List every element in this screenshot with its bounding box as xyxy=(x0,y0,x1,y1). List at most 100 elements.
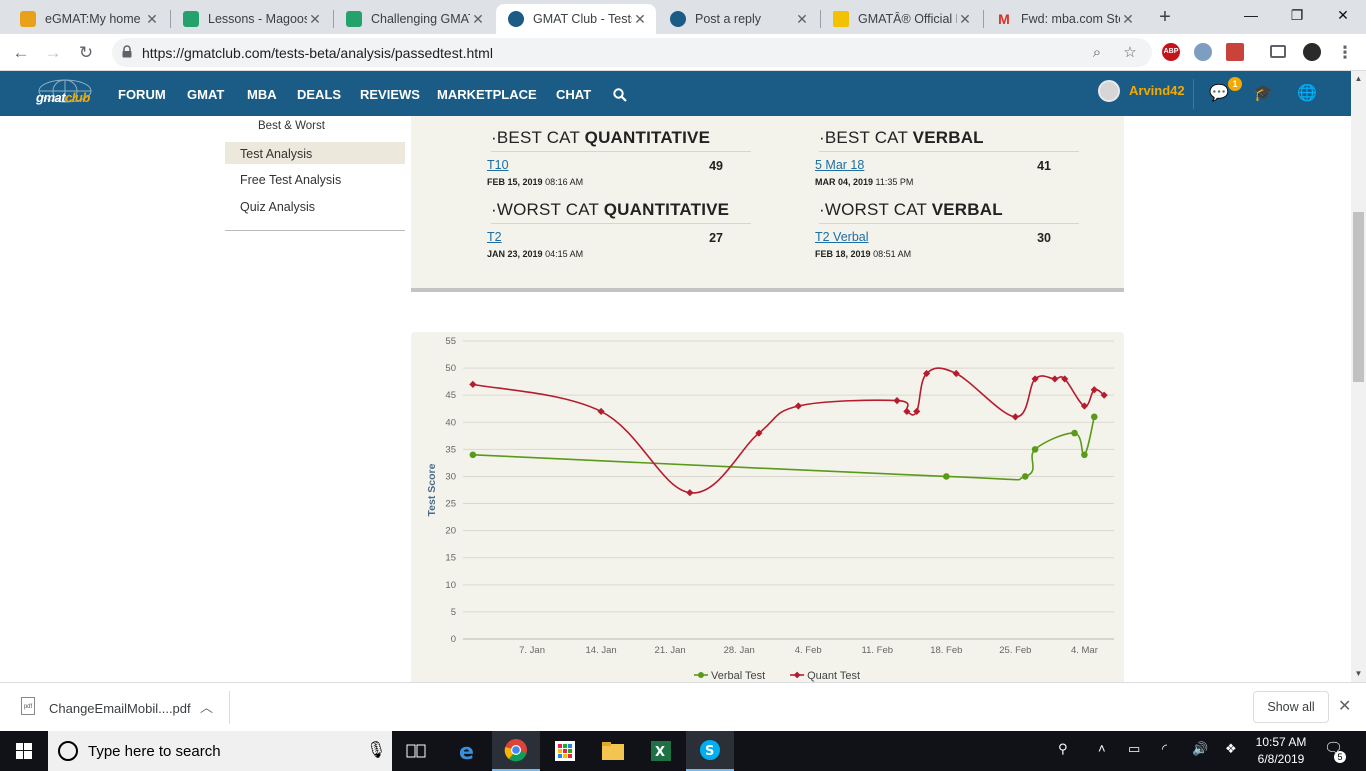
reload-icon[interactable]: ↻ xyxy=(78,43,94,62)
scroll-up-icon[interactable]: ▲ xyxy=(1354,74,1363,83)
adblock-icon[interactable]: ABP xyxy=(1162,43,1180,61)
best-worst-panel: ·BEST CAT QUANTITATIVE T10 49 FEB 15, 20… xyxy=(411,116,1124,292)
test-date: JAN 23, 2019 04:15 AM xyxy=(487,249,584,259)
sidebar-item-test-analysis[interactable]: Test Analysis xyxy=(240,147,313,161)
battery-icon[interactable]: ▭ xyxy=(1128,741,1141,756)
url-text[interactable]: https://gmatclub.com/tests-beta/analysis… xyxy=(142,45,493,61)
edge-icon[interactable]: e xyxy=(444,731,492,771)
gmatclub-logo[interactable] xyxy=(34,77,96,111)
score-line-chart: 0 5 10 15 20 25 30 35 40 45 50 55 7. Jan 14. Jan 21. J… xyxy=(426,336,1114,682)
verbal-test-point xyxy=(1081,451,1088,459)
test-link[interactable]: T10 xyxy=(487,158,509,172)
zoom-icon[interactable]: ⌕ xyxy=(1092,44,1102,61)
close-window-button[interactable]: ✕ xyxy=(1337,7,1349,23)
scroll-down-icon[interactable]: ▼ xyxy=(1354,669,1363,678)
tab-title: GMAT Club - Tests xyxy=(533,12,632,26)
browser-tab[interactable]: GMATÂ® Official P ✕ xyxy=(821,4,981,34)
test-link[interactable]: 5 Mar 18 xyxy=(815,158,865,172)
quant-test-point xyxy=(597,407,605,416)
browser-tab[interactable]: Post a reply ✕ xyxy=(658,4,818,34)
nav-mba[interactable]: MBA xyxy=(247,87,277,102)
volume-icon[interactable]: 🔊 xyxy=(1192,741,1209,756)
chrome-icon[interactable] xyxy=(492,731,540,771)
profile-avatar[interactable] xyxy=(1303,43,1321,61)
forward-icon[interactable]: → xyxy=(44,43,62,62)
extension-icon[interactable] xyxy=(1194,43,1212,61)
globe-icon[interactable]: 🌐 xyxy=(1297,85,1317,102)
cast-icon[interactable] xyxy=(1270,45,1286,58)
scroll-thumb[interactable] xyxy=(1353,212,1364,382)
legend-item-quant-test[interactable]: Quant Test xyxy=(807,670,860,682)
chevron-up-icon[interactable]: ︿ xyxy=(200,700,214,715)
nav-gmat[interactable]: GMAT xyxy=(187,87,225,102)
nav-divider xyxy=(1193,79,1194,109)
nav-reviews[interactable]: REVIEWS xyxy=(360,87,420,102)
address-bar[interactable]: https://gmatclub.com/tests-beta/analysis… xyxy=(112,38,1152,67)
test-link[interactable]: T2 xyxy=(487,230,502,244)
username[interactable]: Arvind42 xyxy=(1129,83,1185,98)
quant-test-point xyxy=(1011,413,1019,421)
sidebar-item-best-worst[interactable]: Best & Worst xyxy=(258,120,325,132)
close-tab-icon[interactable]: ✕ xyxy=(796,10,808,27)
page-scrollbar[interactable]: ▲ ▼ xyxy=(1351,71,1366,682)
browser-tab[interactable]: eGMAT:My home ✕ xyxy=(8,4,168,34)
minimize-button[interactable]: — xyxy=(1244,7,1258,23)
y-tick-label: 35 xyxy=(445,444,456,455)
sidebar-item-quiz-analysis[interactable]: Quiz Analysis xyxy=(240,200,316,214)
card-title: ·BEST CAT VERBAL xyxy=(819,128,984,147)
test-link[interactable]: T2 Verbal xyxy=(815,230,869,244)
tab-title: eGMAT:My home xyxy=(45,12,141,26)
nav-marketplace[interactable]: MARKETPLACE xyxy=(437,87,537,102)
bookmark-star-icon[interactable]: ☆ xyxy=(1123,44,1137,61)
windows-start-icon[interactable] xyxy=(0,731,48,771)
download-filename[interactable]: ChangeEmailMobil....pdf xyxy=(49,701,191,716)
tab-divider xyxy=(333,10,334,28)
back-icon[interactable]: ← xyxy=(12,43,30,62)
svg-text:X: X xyxy=(655,745,665,760)
taskbar-clock[interactable]: 10:57 AM 6/8/2019 xyxy=(1255,735,1307,766)
lock-icon xyxy=(122,45,132,58)
excel-icon[interactable]: X xyxy=(637,731,685,771)
store-icon[interactable] xyxy=(541,731,589,771)
close-tab-icon[interactable]: ✕ xyxy=(472,10,484,27)
best-verbal-card: ·BEST CAT VERBAL 5 Mar 18 41 MAR 04, 201… xyxy=(815,128,1079,187)
close-tab-icon[interactable]: ✕ xyxy=(959,10,971,27)
graduation-cap-icon[interactable]: 🎓 xyxy=(1253,85,1273,102)
avatar[interactable] xyxy=(1098,80,1120,102)
maximize-button[interactable]: ❐ xyxy=(1290,7,1304,23)
file-explorer-icon[interactable] xyxy=(589,731,637,771)
nav-deals[interactable]: DEALS xyxy=(297,87,342,102)
microphone-icon[interactable]: 🎙 xyxy=(366,742,387,759)
sidebar-item-free-test-analysis[interactable]: Free Test Analysis xyxy=(240,173,342,187)
close-tab-icon[interactable]: ✕ xyxy=(634,10,646,27)
new-tab-button[interactable]: + xyxy=(1159,6,1171,28)
browser-tab[interactable]: M Fwd: mba.com Sto ✕ xyxy=(984,4,1144,34)
verbal-test-point xyxy=(1071,429,1078,437)
wifi-icon[interactable]: ◜ xyxy=(1162,741,1168,756)
close-tab-icon[interactable]: ✕ xyxy=(309,10,321,27)
browser-tab[interactable]: Lessons - Magoosh ✕ xyxy=(171,4,331,34)
chrome-menu-icon[interactable]: ⋮ xyxy=(1336,43,1354,62)
close-tab-icon[interactable]: ✕ xyxy=(146,10,158,27)
nav-forum[interactable]: FORUM xyxy=(118,87,166,102)
close-tab-icon[interactable]: ✕ xyxy=(1122,10,1134,27)
chevron-up-icon[interactable]: ˄ xyxy=(1098,741,1106,756)
browser-tab[interactable]: Challenging GMAT ✕ xyxy=(334,4,494,34)
logo-text[interactable]: gmatclub xyxy=(36,90,90,105)
pdf-extension-icon[interactable] xyxy=(1226,43,1244,61)
taskbar-search-input[interactable]: Type here to search 🎙 xyxy=(48,731,392,771)
svg-text:S: S xyxy=(705,744,714,759)
nav-chat[interactable]: CHAT xyxy=(556,87,592,102)
notification-count: 5 xyxy=(1334,751,1346,763)
task-view-icon[interactable] xyxy=(392,731,440,771)
search-icon[interactable] xyxy=(613,88,627,102)
y-tick-label: 10 xyxy=(445,580,456,591)
browser-tab-active[interactable]: GMAT Club - Tests ✕ xyxy=(496,4,656,34)
legend-item-verbal-test[interactable]: Verbal Test xyxy=(711,670,765,682)
skype-icon[interactable]: S xyxy=(686,731,734,771)
dropbox-icon[interactable]: ❖ xyxy=(1225,741,1237,756)
messages-icon[interactable]: 💬 xyxy=(1209,85,1229,102)
show-all-button[interactable]: Show all xyxy=(1253,691,1329,723)
close-icon[interactable]: ✕ xyxy=(1338,698,1352,715)
people-icon[interactable]: ⚲ xyxy=(1058,741,1068,756)
